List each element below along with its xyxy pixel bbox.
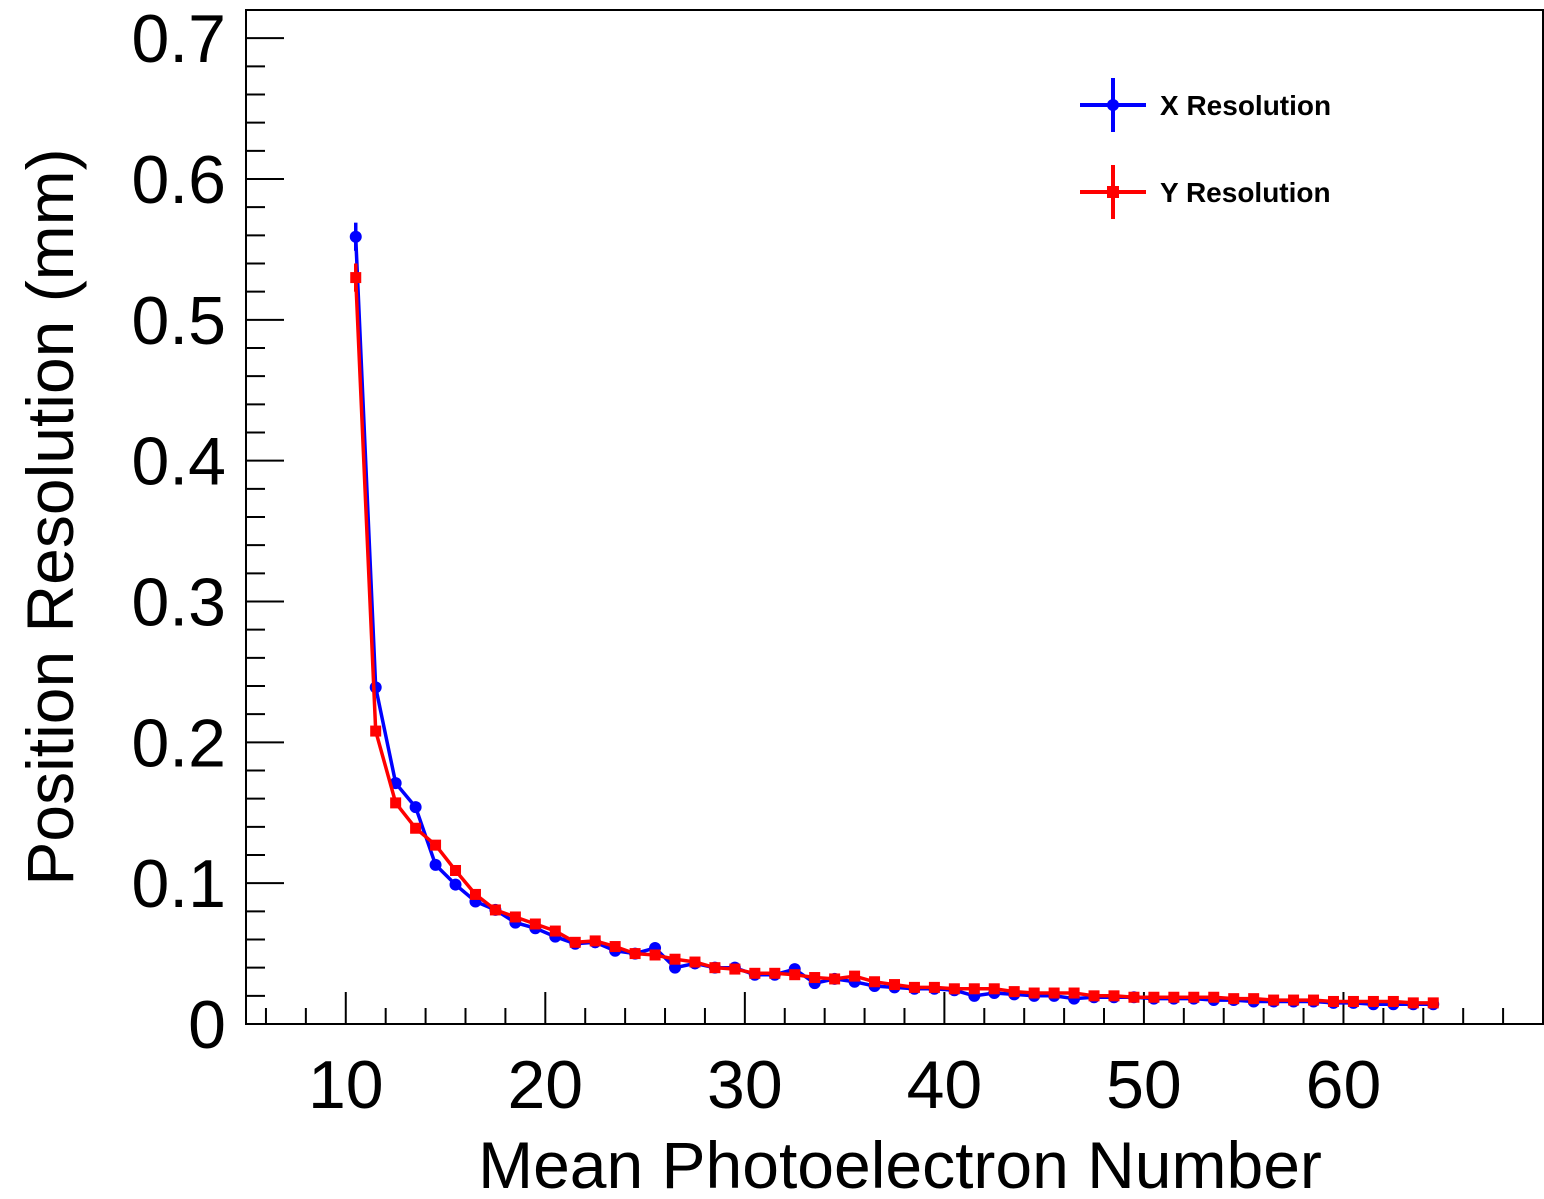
- data-point: [549, 925, 561, 937]
- data-point: [749, 967, 761, 979]
- data-point: [1288, 994, 1300, 1006]
- data-point: [1048, 987, 1060, 999]
- y-tick-label: 0.7: [131, 1, 226, 77]
- data-point: [689, 956, 701, 968]
- data-point: [410, 822, 422, 834]
- data-point: [370, 725, 382, 737]
- data-point: [1168, 991, 1180, 1003]
- series-x-resolution: [349, 222, 1440, 1011]
- legend-label: X Resolution: [1160, 90, 1331, 121]
- data-point: [829, 973, 841, 985]
- legend: X Resolution Y Resolution: [1080, 78, 1331, 219]
- data-point: [1427, 997, 1439, 1009]
- data-point: [589, 935, 601, 947]
- data-point: [1308, 994, 1320, 1006]
- data-point: [709, 962, 721, 974]
- data-point: [350, 272, 362, 284]
- data-point: [529, 918, 541, 930]
- data-point: [430, 839, 442, 851]
- data-point: [889, 979, 900, 991]
- data-point: [489, 904, 501, 916]
- data-point: [968, 983, 980, 995]
- data-point: [729, 963, 741, 975]
- series-y-resolution: [350, 263, 1439, 1009]
- legend-marker: [1107, 186, 1119, 198]
- tick-labels: 0 0.1 0.2 0.3 0.4 0.5 0.6 0.7 10 20 30 40 50 60: [131, 1, 1381, 1123]
- data-point: [1387, 995, 1399, 1007]
- data-point: [1128, 991, 1140, 1003]
- data-point: [869, 976, 881, 988]
- x-tick-label: 50: [1106, 1047, 1182, 1123]
- data-point: [1148, 991, 1160, 1003]
- data-point: [1068, 987, 1080, 999]
- data-point: [409, 801, 422, 814]
- data-point: [1327, 995, 1339, 1007]
- y-tick-label: 0.3: [131, 565, 226, 641]
- legend-item: X Resolution: [1080, 78, 1331, 132]
- data-point: [449, 878, 462, 891]
- y-tick-label: 0.6: [131, 142, 226, 218]
- data-point: [928, 981, 940, 993]
- series-layer: [349, 222, 1440, 1011]
- data-point: [469, 888, 481, 900]
- x-tick-label: 20: [507, 1047, 583, 1123]
- data-point: [1347, 995, 1359, 1007]
- data-point: [1088, 990, 1100, 1002]
- data-point: [769, 967, 781, 979]
- data-point: [1108, 990, 1120, 1002]
- data-point: [629, 948, 641, 960]
- y-tick-label: 0: [188, 987, 226, 1063]
- series-line: [353, 236, 1434, 1007]
- data-point: [1228, 993, 1240, 1005]
- data-point: [1028, 987, 1040, 999]
- data-point: [1407, 997, 1419, 1009]
- data-point: [1208, 991, 1220, 1003]
- legend-marker: [1107, 99, 1119, 111]
- data-point: [509, 911, 521, 923]
- x-axis-title: Mean Photoelectron Number: [478, 1128, 1322, 1199]
- y-tick-label: 0.5: [131, 283, 226, 359]
- y-tick-label: 0.2: [131, 705, 226, 781]
- legend-item: Y Resolution: [1080, 165, 1331, 219]
- x-tick-label: 40: [907, 1047, 983, 1123]
- data-point: [390, 797, 402, 809]
- data-point: [669, 953, 681, 965]
- y-tick-label: 0.1: [131, 846, 226, 922]
- data-point: [908, 981, 920, 993]
- axis-ticks: [246, 9, 1544, 1025]
- x-tick-label: 10: [308, 1047, 384, 1123]
- y-tick-label: 0.4: [131, 424, 226, 500]
- data-point: [649, 949, 661, 961]
- x-tick-label: 60: [1306, 1047, 1382, 1123]
- data-point: [1367, 995, 1379, 1007]
- data-point: [789, 969, 801, 981]
- data-point: [948, 983, 960, 995]
- series-line: [353, 277, 1434, 1005]
- data-point: [569, 936, 581, 948]
- data-point: [849, 970, 861, 982]
- data-point: [450, 864, 462, 876]
- data-point: [429, 858, 442, 871]
- data-point: [988, 983, 1000, 995]
- data-point: [1008, 986, 1020, 998]
- data-point: [1188, 991, 1200, 1003]
- data-point: [1268, 994, 1280, 1006]
- legend-label: Y Resolution: [1160, 177, 1331, 208]
- y-axis-title: Position Resolution (mm): [13, 148, 87, 885]
- data-point: [1248, 993, 1260, 1005]
- data-point: [609, 941, 621, 953]
- data-point: [809, 972, 821, 984]
- data-point: [349, 230, 362, 243]
- x-tick-label: 30: [707, 1047, 783, 1123]
